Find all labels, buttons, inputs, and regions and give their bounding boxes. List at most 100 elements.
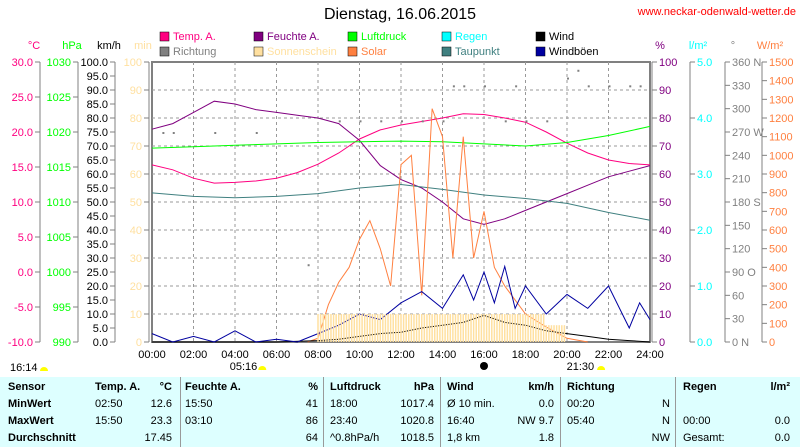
direction-point xyxy=(338,120,341,123)
axis-tick-label: 1015 xyxy=(47,162,71,174)
table-cell: 64 xyxy=(305,432,318,444)
axis-unit-label: ° xyxy=(731,40,735,52)
axis-tick-label: 120 xyxy=(732,244,750,256)
legend-swatch-icon xyxy=(441,31,452,42)
axis-tick-label: 900 xyxy=(769,169,787,181)
x-tick-label: 02:00 xyxy=(180,349,208,361)
axis-tick-label: 100 xyxy=(124,57,142,69)
axis-tick-label: 60 xyxy=(732,290,744,302)
table-header-cell: km/h xyxy=(528,381,554,393)
legend-label: Windböen xyxy=(549,46,599,58)
axis-tick-label: 70.0 xyxy=(87,141,108,153)
legend-label: Luftdruck xyxy=(361,31,407,43)
axis-tick-label: 1005 xyxy=(47,232,71,244)
axis-tick-label: 1100 xyxy=(769,132,793,144)
direction-point xyxy=(172,132,175,134)
direction-point xyxy=(255,132,258,134)
table-cell: Durchschnitt xyxy=(8,432,76,444)
direction-point xyxy=(515,85,518,88)
axis-tick-label: 25.0 xyxy=(12,92,33,104)
direction-point xyxy=(608,85,611,88)
direction-point xyxy=(452,85,455,88)
legend-swatch-icon xyxy=(535,31,546,42)
axis-tick-label: 0.0 xyxy=(697,337,712,349)
series-line xyxy=(151,183,651,221)
axis-tick-label: 70 xyxy=(130,141,142,153)
axis-unit-label: % xyxy=(655,40,665,52)
axis-tick-label: 180 S xyxy=(732,197,761,209)
axis-3: km/h 100.0 95.0 90.0 85.0 80.0 75.0 70.0 65.0 60.… xyxy=(80,40,120,349)
axis-tick-label: 700 xyxy=(769,206,787,218)
sunrise-time: 05:16 xyxy=(230,361,258,373)
x-tick-label: 22:00 xyxy=(595,349,623,361)
table-cell: 00:20 xyxy=(567,398,595,410)
legend-swatch-icon xyxy=(347,46,358,57)
axis-unit-label: min xyxy=(134,40,152,52)
moon-phase-icon xyxy=(480,362,488,370)
table-cell: MaxWert xyxy=(8,415,54,427)
axis-tick-label: 1000 xyxy=(769,150,793,162)
axis-tick-label: 55.0 xyxy=(87,183,108,195)
axis-tick-label: 60.0 xyxy=(87,169,108,181)
table-cell: ^0.8hPa/h xyxy=(330,432,380,444)
direction-point xyxy=(421,120,424,123)
series-solar xyxy=(307,108,588,343)
axis-tick-label: 10 xyxy=(130,309,142,321)
axis-tick-label: 30 xyxy=(732,314,744,326)
direction-point xyxy=(463,85,466,88)
axis-tick-label: 20 xyxy=(130,281,142,293)
axis-tick-label: 990 xyxy=(53,337,71,349)
axis-tick-label: 10.0 xyxy=(12,197,33,209)
legend-label: Wind xyxy=(549,31,574,43)
table-cell: 86 xyxy=(305,415,318,427)
axis-tick-label: 20 xyxy=(659,281,671,293)
x-tick-label: 00:00 xyxy=(138,349,166,361)
axis-tick-label: 1200 xyxy=(769,113,793,125)
x-tick-label: 18:00 xyxy=(512,349,540,361)
direction-point xyxy=(546,120,549,123)
table-divider xyxy=(180,377,181,447)
axis-unit-label: hPa xyxy=(62,40,82,52)
axis-tick-label: 30 xyxy=(659,253,671,265)
series-line xyxy=(151,125,651,149)
axis-1: °C 30.0 25.0 20.0 15.0 10.0 5.0 0.0 -5.0 -10.0 xyxy=(8,40,41,349)
table-cell: MinWert xyxy=(8,398,52,410)
legend-swatch-icon xyxy=(441,46,452,57)
site-link[interactable]: www.neckar-odenwald-wetter.de xyxy=(637,6,796,18)
direction-point xyxy=(401,120,403,123)
direction-point xyxy=(577,69,580,72)
table-divider xyxy=(560,377,561,447)
direction-point xyxy=(307,264,310,267)
table-cell: 15:50 xyxy=(95,415,123,427)
axis-tick-label: 90 O xyxy=(732,267,756,279)
axis-tick-label: 80 xyxy=(659,113,671,125)
axis-tick-label: 20.0 xyxy=(87,281,108,293)
series-sonnenschein xyxy=(317,314,566,342)
table-cell: 00:00 xyxy=(683,415,711,427)
legend-swatch-icon xyxy=(159,46,170,57)
axis-tick-label: 50 xyxy=(659,197,671,209)
axis-tick-label: 100.0 xyxy=(80,57,108,69)
table-cell: 1018.5 xyxy=(400,432,434,444)
x-tick-label: 14:00 xyxy=(429,349,457,361)
legend-swatch-icon xyxy=(535,46,546,57)
axis-tick-label: 1.0 xyxy=(697,281,712,293)
direction-point xyxy=(214,132,217,134)
axis-tick-label: 1500 xyxy=(769,57,793,69)
axis-tick-label: 25.0 xyxy=(87,267,108,279)
weather-chart: Temp. A. Richtung Feuchte A. Sonnenschein Lu… xyxy=(8,31,794,374)
series-windböen xyxy=(151,264,651,343)
axis-tick-label: 75.0 xyxy=(87,127,108,139)
table-header-cell: % xyxy=(308,381,318,393)
axis-tick-label: 2.0 xyxy=(697,225,712,237)
axis-tick-label: 300 xyxy=(769,281,787,293)
axis-tick-label: 5.0 xyxy=(93,323,108,335)
direction-point xyxy=(380,120,383,123)
axis-tick-label: 100 xyxy=(769,318,787,330)
axis-tick-label: 60 xyxy=(659,169,671,181)
legend-label: Sonnenschein xyxy=(267,46,337,58)
table-cell: 05:40 xyxy=(567,415,595,427)
table-cell: 18:00 xyxy=(330,398,358,410)
